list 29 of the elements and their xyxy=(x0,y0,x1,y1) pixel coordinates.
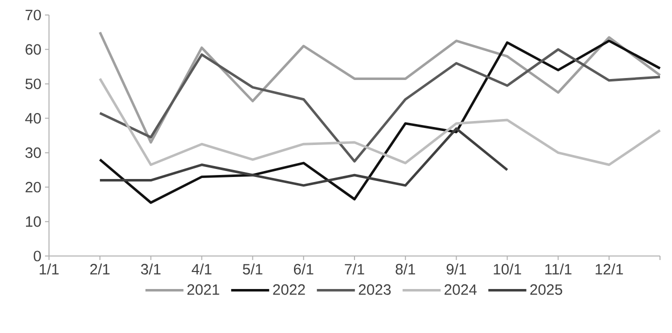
legend-label: 2023 xyxy=(358,284,391,295)
y-tick-label: 50 xyxy=(25,78,41,90)
x-tick-label: 1/1 xyxy=(40,264,59,274)
x-tick-label: 2/1 xyxy=(90,264,110,274)
legend-label: 2022 xyxy=(273,284,305,295)
line-series xyxy=(98,77,662,166)
x-tick-label: 8/1 xyxy=(396,264,416,274)
x-tick-label: 10/1 xyxy=(494,264,522,274)
y-tick-label: 30 xyxy=(25,147,41,158)
x-tick-label: 5/1 xyxy=(242,264,262,274)
line-series xyxy=(98,48,662,163)
x-tick-label: 6/1 xyxy=(294,264,314,274)
x-tick-label: 12/1 xyxy=(596,264,623,274)
x-tick-label: 3/1 xyxy=(141,264,160,274)
x-tick-label: 7/1 xyxy=(344,264,364,274)
y-tick-label: 40 xyxy=(25,112,41,124)
legend-label: 2024 xyxy=(444,284,477,295)
line-series xyxy=(98,40,662,204)
y-tick-label: 70 xyxy=(26,10,41,20)
y-tick-label: 0 xyxy=(34,250,41,262)
legend-label: 2025 xyxy=(530,284,562,295)
y-tick-label: 60 xyxy=(26,44,41,55)
x-tick-label: 9/1 xyxy=(446,264,466,274)
y-tick-label: 10 xyxy=(26,216,41,227)
line-series xyxy=(98,30,662,144)
x-tick-label: 11/1 xyxy=(545,264,572,274)
legend-label: 2021 xyxy=(187,284,220,295)
x-tick-label: 4/1 xyxy=(192,264,212,274)
y-tick-label: 20 xyxy=(26,182,41,192)
